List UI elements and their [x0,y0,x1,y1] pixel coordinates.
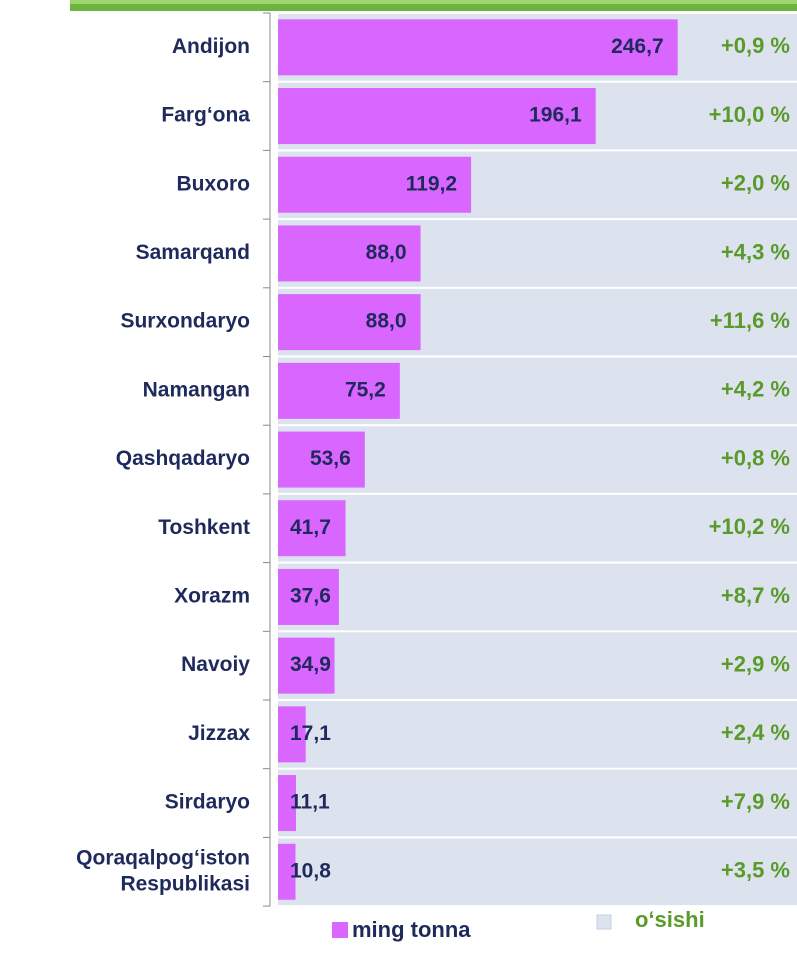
growth-label: +7,9 % [721,789,790,814]
category-label: Navoiy [181,653,250,676]
category-label: Respublikasi [120,872,250,895]
value-label: 41,7 [290,516,331,539]
header-strip [70,0,797,11]
category-label: Qashqadaryo [116,447,250,470]
bar [278,156,472,213]
category-label: Qoraqalpog‘iston [76,846,250,869]
legend-swatch [332,922,348,938]
value-label: 11,1 [290,791,330,814]
value-label: 88,0 [366,310,407,333]
bar [278,500,346,557]
category-label: Jizzax [188,722,250,745]
band [278,632,797,699]
value-label: 10,8 [290,859,331,882]
category-label: Surxondaryo [120,310,250,333]
bar [278,637,335,694]
band [278,769,797,837]
growth-label: +11,6 % [710,308,790,333]
band [278,701,797,768]
category-label: Xorazm [174,584,250,607]
growth-label: +2,9 % [721,651,790,676]
value-label: 37,6 [290,584,331,607]
value-label: 119,2 [406,172,457,195]
legend-label: o‘sishi [635,907,705,932]
bar [278,88,596,145]
growth-label: +4,3 % [721,239,790,264]
value-label: 34,9 [290,653,331,676]
bar [278,431,365,488]
growth-label: +0,9 % [721,33,790,58]
growth-label: +8,7 % [721,583,790,608]
bar [278,843,296,900]
category-label: Farg‘ona [161,104,250,127]
value-label: 246,7 [611,35,664,58]
value-label: 196,1 [529,104,582,127]
growth-label: +2,4 % [721,720,790,745]
band [278,494,797,562]
growth-label: +3,5 % [721,858,790,883]
category-label: Sirdaryo [165,791,250,814]
bar [278,294,421,351]
category-label: Andijon [172,35,250,58]
band [278,838,797,906]
bar [278,568,339,625]
category-label: Buxoro [177,172,251,195]
growth-label: +0,8 % [721,445,790,470]
category-label: Toshkent [158,516,250,539]
bar [278,19,678,76]
bar [278,775,296,832]
growth-label: +10,2 % [709,514,790,539]
bar [278,362,400,419]
header-highlight [70,0,797,4]
growth-label: +4,2 % [721,377,790,402]
value-label: 53,6 [310,447,351,470]
value-label: 75,2 [345,378,386,401]
legend-swatch [596,914,612,930]
growth-label: +10,0 % [709,102,790,127]
category-label: Namangan [143,378,250,401]
growth-label: +2,0 % [721,171,790,196]
value-label: 17,1 [290,722,331,745]
bar [278,706,306,763]
bar [278,225,421,282]
value-label: 88,0 [366,241,407,264]
category-label: Samarqand [136,241,250,264]
legend-label: ming tonna [352,917,471,942]
band [278,563,797,631]
